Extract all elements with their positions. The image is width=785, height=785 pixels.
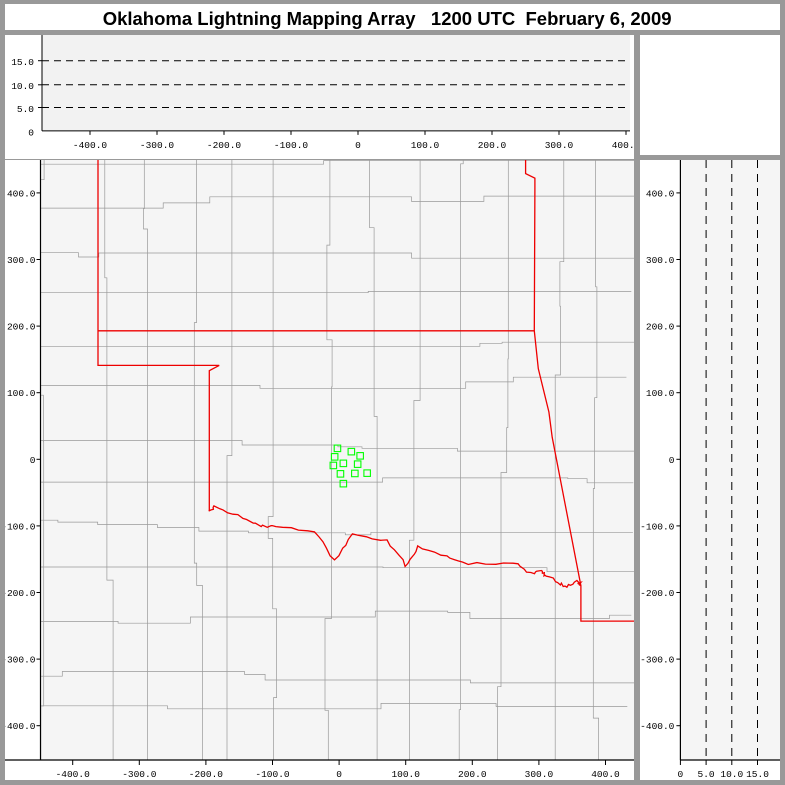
- svg-text:300.0: 300.0: [646, 255, 675, 266]
- svg-text:200.0: 200.0: [478, 140, 507, 151]
- svg-text:5.0: 5.0: [698, 769, 715, 780]
- svg-text:-300.0: -300.0: [122, 769, 157, 780]
- svg-text:-100.0: -100.0: [640, 521, 675, 532]
- svg-text:400.0: 400.0: [612, 140, 634, 151]
- svg-text:-200.0: -200.0: [5, 588, 36, 599]
- svg-text:-300.0: -300.0: [640, 655, 675, 666]
- svg-text:10.0: 10.0: [720, 769, 743, 780]
- svg-text:200.0: 200.0: [646, 322, 675, 333]
- svg-text:200.0: 200.0: [7, 322, 36, 333]
- svg-text:15.0: 15.0: [11, 57, 34, 68]
- svg-text:300.0: 300.0: [525, 769, 554, 780]
- svg-text:0: 0: [669, 455, 675, 466]
- svg-text:-400.0: -400.0: [5, 721, 36, 732]
- svg-text:200.0: 200.0: [458, 769, 487, 780]
- svg-text:-200.0: -200.0: [640, 588, 675, 599]
- svg-text:-300.0: -300.0: [5, 655, 36, 666]
- svg-text:-400.0: -400.0: [73, 140, 108, 151]
- svg-text:300.0: 300.0: [545, 140, 574, 151]
- svg-text:-200.0: -200.0: [207, 140, 242, 151]
- svg-text:-300.0: -300.0: [140, 140, 175, 151]
- svg-text:300.0: 300.0: [7, 255, 36, 266]
- svg-text:-400.0: -400.0: [56, 769, 91, 780]
- svg-text:15.0: 15.0: [746, 769, 769, 780]
- svg-text:0: 0: [30, 455, 36, 466]
- svg-text:0: 0: [355, 140, 361, 151]
- svg-text:400.0: 400.0: [591, 769, 620, 780]
- svg-text:100.0: 100.0: [646, 388, 675, 399]
- svg-text:400.0: 400.0: [7, 188, 36, 199]
- svg-text:-100.0: -100.0: [274, 140, 309, 151]
- svg-text:-100.0: -100.0: [255, 769, 290, 780]
- svg-text:-100.0: -100.0: [5, 521, 36, 532]
- svg-text:-200.0: -200.0: [189, 769, 224, 780]
- svg-text:400.0: 400.0: [646, 188, 675, 199]
- svg-text:-400.0: -400.0: [640, 721, 675, 732]
- svg-text:0: 0: [28, 128, 34, 139]
- svg-text:0: 0: [336, 769, 342, 780]
- svg-text:5.0: 5.0: [17, 104, 34, 115]
- svg-text:10.0: 10.0: [11, 81, 34, 92]
- svg-text:0: 0: [678, 769, 684, 780]
- svg-text:100.0: 100.0: [391, 769, 420, 780]
- svg-text:100.0: 100.0: [411, 140, 440, 151]
- svg-text:100.0: 100.0: [7, 388, 36, 399]
